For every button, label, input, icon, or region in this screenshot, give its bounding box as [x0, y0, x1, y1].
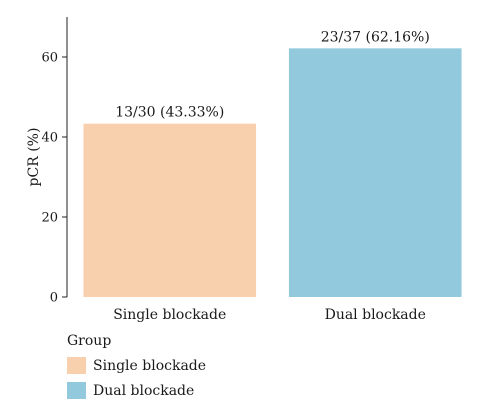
legend-title: Group	[67, 333, 111, 349]
x-ticks: Single blockade Dual blockade	[113, 307, 426, 323]
legend-swatch	[67, 382, 86, 399]
legend-label: Dual blockade	[93, 383, 194, 399]
bars: 13/30 (43.33%) 23/37 (62.16%)	[83, 29, 462, 298]
legend: Group Single blockade Dual blockade	[67, 333, 206, 399]
data-label: 23/37 (62.16%)	[321, 29, 430, 45]
legend-swatch	[67, 357, 86, 374]
legend-items: Single blockade Dual blockade	[67, 357, 206, 399]
y-axis-title: pCR (%)	[26, 128, 42, 187]
y-tick-label: 60	[41, 51, 58, 66]
y-tick-label: 40	[41, 131, 58, 146]
y-tick-label: 0	[50, 291, 58, 306]
data-label: 13/30 (43.33%)	[115, 105, 224, 121]
x-tick-label: Single blockade	[113, 307, 226, 323]
bar-single-blockade	[83, 123, 257, 298]
legend-label: Single blockade	[93, 358, 206, 374]
y-axis: 0 20 40 60 pCR (%)	[26, 17, 68, 306]
y-ticks: 0 20 40 60	[41, 51, 67, 306]
x-tick-label: Dual blockade	[325, 307, 426, 323]
bar-dual-blockade	[288, 48, 462, 297]
y-tick-label: 20	[41, 211, 58, 226]
